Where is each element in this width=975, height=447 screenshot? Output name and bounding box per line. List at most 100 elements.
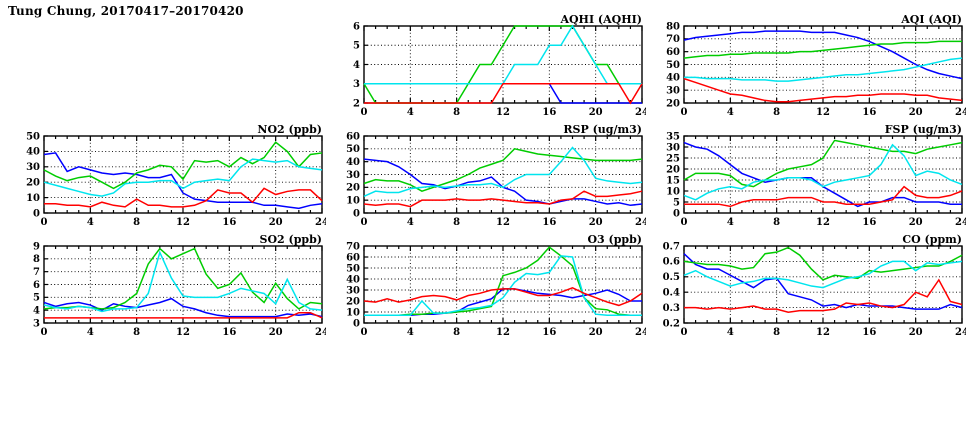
series-s4 xyxy=(364,83,643,105)
x-tick-label: 12 xyxy=(496,217,510,228)
series-line xyxy=(363,190,643,208)
x-tick-label: 8 xyxy=(453,327,460,338)
series-s4 xyxy=(684,185,963,208)
x-tick-label: 4 xyxy=(407,327,414,338)
series-s3 xyxy=(43,158,323,197)
x-tick-label: 8 xyxy=(773,107,780,118)
x-tick-label: 8 xyxy=(773,217,780,228)
y-tick-label: 10 xyxy=(666,186,680,197)
x-tick-label: 0 xyxy=(681,107,688,118)
series-line xyxy=(683,40,962,59)
y-tick-label: 25 xyxy=(666,153,680,164)
x-tick-label: 4 xyxy=(727,107,734,118)
y-tick-label: 5 xyxy=(33,293,40,304)
series-line xyxy=(43,152,323,210)
y-tick-label: 30 xyxy=(666,142,680,153)
chart-title-aqi: AQI (AQI) xyxy=(900,14,962,26)
chart-svg-aqhi: AQHI (AQHI) 2 3 4 5 6 0 4 8 12 16 20 24 xyxy=(353,14,646,118)
chart-panel-co: CO (ppm) 0.2 0.3 0.4 0.5 0.6 0.7 0 4 8 12 16 20 24 xyxy=(654,234,966,339)
y-tick-label: 60 xyxy=(346,131,360,142)
y-tick-label: 20 xyxy=(346,296,360,307)
y-tick-label: 0.4 xyxy=(663,288,680,299)
chart-title-no2: NO2 (ppb) xyxy=(257,124,322,136)
y-tick-label: 35 xyxy=(666,131,680,142)
x-tick-label: 0 xyxy=(361,107,368,118)
y-tick-label: 60 xyxy=(346,252,360,263)
series-line xyxy=(363,146,643,198)
series-s3 xyxy=(363,146,643,198)
series-s3 xyxy=(364,255,642,317)
y-tick-label: 10 xyxy=(346,307,360,318)
y-tick-label: 0.5 xyxy=(663,272,680,283)
chart-panel-fsp: FSP (ug/m3) 0 5 10 15 20 25 30 35 0 4 8 12 16 20 24 xyxy=(654,124,966,229)
series-s2 xyxy=(363,148,643,192)
x-tick-label: 20 xyxy=(589,217,603,228)
y-tick-label: 7 xyxy=(33,267,40,278)
series-line xyxy=(683,260,963,289)
chart-title-rsp: RSP (ug/m3) xyxy=(563,124,642,136)
y-tick-label: 30 xyxy=(666,85,680,96)
x-tick-label: 4 xyxy=(407,107,414,118)
x-tick-label: 8 xyxy=(773,327,780,338)
y-tick-label: 40 xyxy=(346,157,360,168)
x-tick-label: 4 xyxy=(727,217,734,228)
y-tick-label: 3 xyxy=(353,79,360,90)
y-tick-label: 0 xyxy=(673,208,680,219)
page-title: Tung Chung, 20170417–20170420 xyxy=(8,4,244,18)
x-tick-label: 20 xyxy=(589,327,603,338)
y-tick-label: 30 xyxy=(346,285,360,296)
y-tick-label: 10 xyxy=(26,193,40,204)
series-s4 xyxy=(363,190,643,208)
x-tick-label: 16 xyxy=(862,327,876,338)
y-tick-label: 9 xyxy=(33,241,40,252)
series-s2 xyxy=(683,139,963,188)
chart-panel-aqhi: AQHI (AQHI) 2 3 4 5 6 0 4 8 12 16 20 24 xyxy=(334,14,646,119)
series-line xyxy=(363,286,643,307)
chart-svg-co: CO (ppm) 0.2 0.3 0.4 0.5 0.6 0.7 0 4 8 12 16 20 24 xyxy=(663,234,966,338)
x-tick-label: 20 xyxy=(909,217,923,228)
y-tick-label: 20 xyxy=(346,183,360,194)
chart-title-o3: O3 (ppb) xyxy=(587,234,642,246)
x-tick-label: 0 xyxy=(361,327,368,338)
chart-title-co: CO (ppm) xyxy=(902,234,962,246)
x-tick-label: 0 xyxy=(681,217,688,228)
series-s2 xyxy=(43,247,323,310)
y-tick-label: 6 xyxy=(353,21,360,32)
x-tick-label: 20 xyxy=(589,107,603,118)
x-tick-label: 16 xyxy=(542,217,556,228)
series-line xyxy=(683,77,963,103)
series-line xyxy=(43,141,323,190)
y-tick-label: 20 xyxy=(666,98,680,109)
x-tick-label: 24 xyxy=(315,217,326,228)
series-s3 xyxy=(684,57,963,82)
series-line xyxy=(683,246,963,281)
series-line xyxy=(364,24,642,85)
series-s4 xyxy=(44,311,323,319)
series-s2 xyxy=(683,40,962,59)
x-tick-label: 8 xyxy=(453,107,460,118)
series-s4 xyxy=(683,77,963,103)
chart-title-so2: SO2 (ppb) xyxy=(260,234,323,246)
x-tick-label: 0 xyxy=(361,217,368,228)
y-tick-label: 5 xyxy=(673,197,680,208)
series-line xyxy=(364,83,643,105)
series-line xyxy=(683,30,963,80)
series-line xyxy=(683,143,963,201)
x-tick-label: 8 xyxy=(453,217,460,228)
x-tick-label: 4 xyxy=(727,327,734,338)
chart-panel-no2: NO2 (ppb) 0 10 20 30 40 50 0 4 8 12 16 20 24 xyxy=(14,124,326,229)
series-s4 xyxy=(44,187,323,208)
x-tick-label: 4 xyxy=(407,217,414,228)
x-tick-label: 16 xyxy=(542,327,556,338)
x-tick-label: 0 xyxy=(41,217,48,228)
y-tick-label: 3 xyxy=(33,318,40,329)
y-tick-label: 0.2 xyxy=(663,318,680,329)
series-s1 xyxy=(43,297,323,318)
x-tick-label: 8 xyxy=(133,217,140,228)
x-tick-label: 12 xyxy=(176,217,190,228)
series-s4 xyxy=(684,278,963,313)
y-tick-label: 0.6 xyxy=(663,257,680,268)
